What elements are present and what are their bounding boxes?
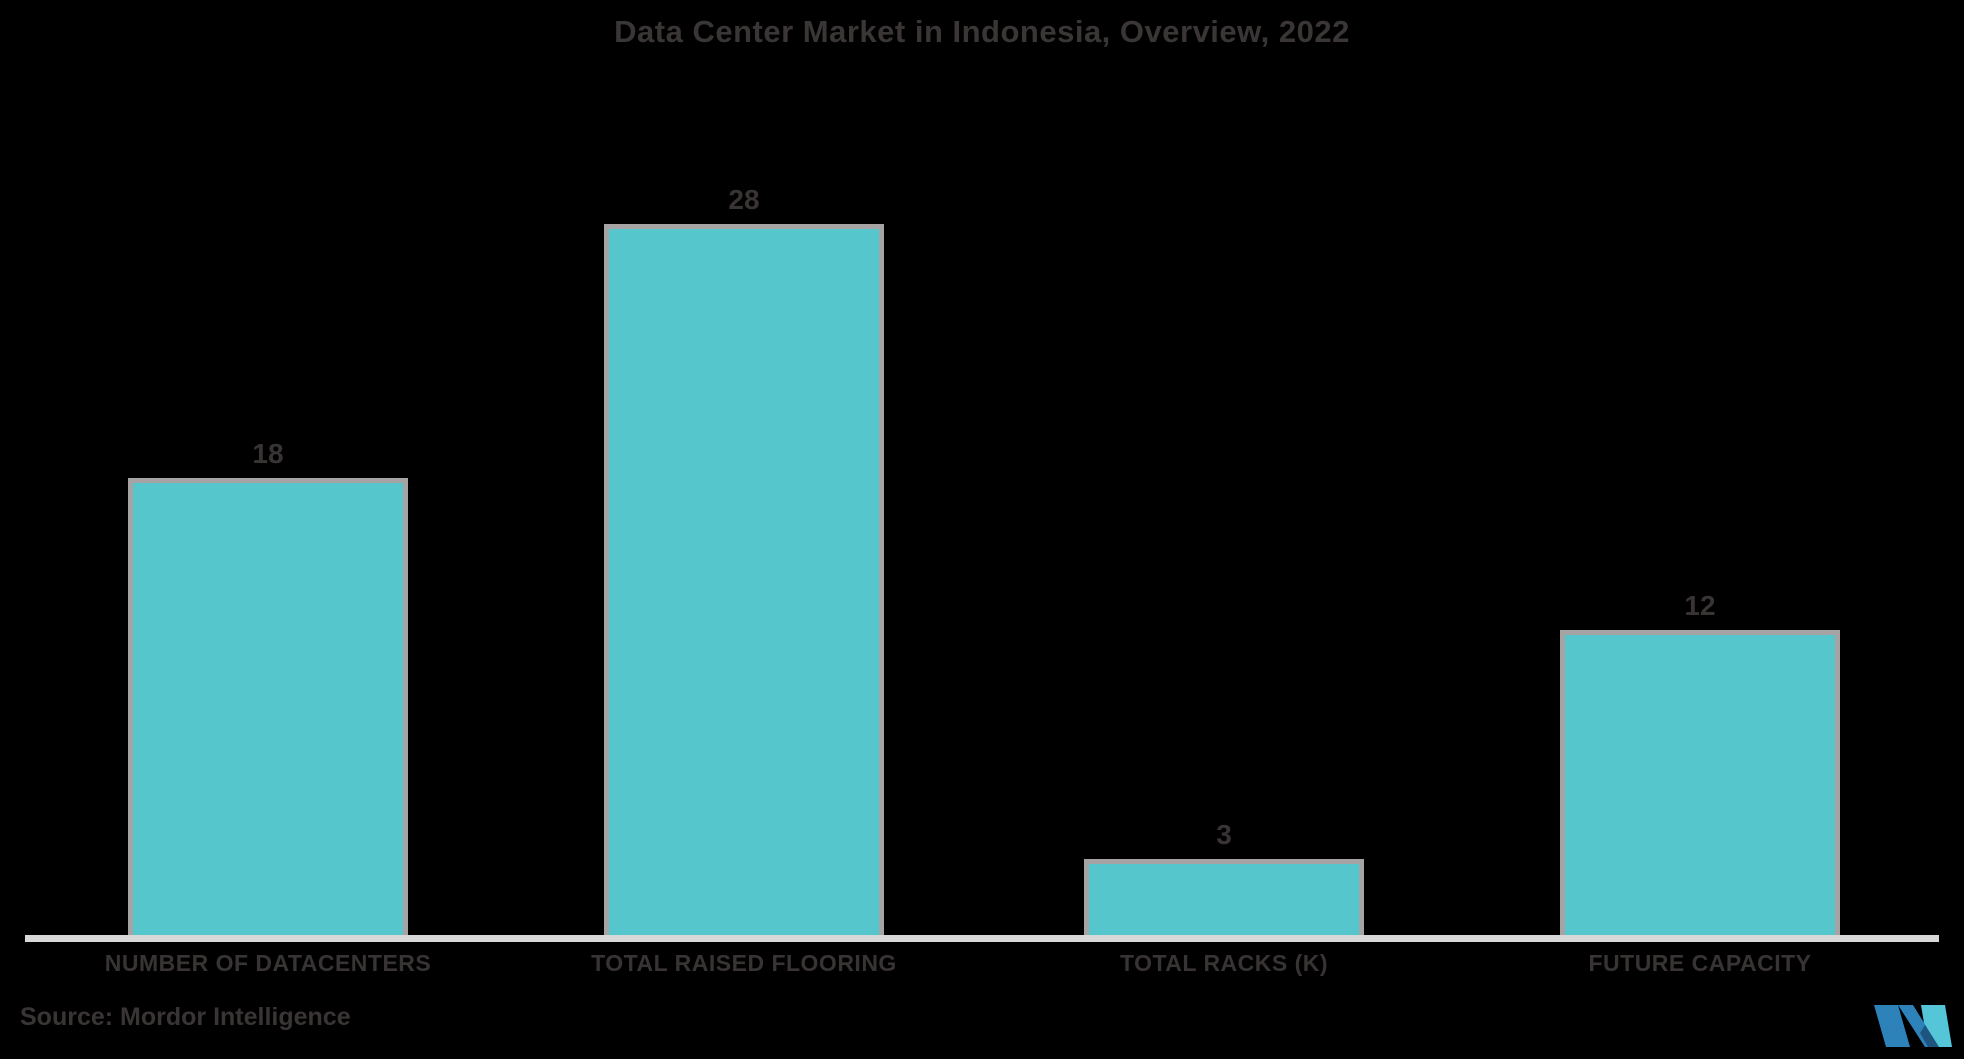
mordor-intelligence-logo [1874, 1005, 1952, 1047]
category-label-3: FUTURE CAPACITY [1588, 950, 1812, 976]
bar-value-label-3: 12 [1684, 590, 1716, 621]
chart-title: Data Center Market in Indonesia, Overvie… [614, 14, 1350, 49]
category-label-1: TOTAL RAISED FLOORING [591, 950, 897, 976]
category-label-0: NUMBER OF DATACENTERS [104, 950, 432, 976]
bar-3 [1560, 630, 1840, 935]
bar-0 [128, 478, 408, 935]
bar-value-label-2: 3 [1216, 819, 1232, 850]
bar-2 [1084, 859, 1364, 935]
source-note: Source: Mordor Intelligence [20, 1003, 351, 1031]
bar-value-label-0: 18 [252, 438, 284, 469]
bar-value-label-1: 28 [728, 184, 760, 215]
x-axis-baseline [25, 935, 1939, 942]
bar-1 [604, 224, 884, 935]
category-label-2: TOTAL RACKS (K) [1119, 950, 1329, 976]
